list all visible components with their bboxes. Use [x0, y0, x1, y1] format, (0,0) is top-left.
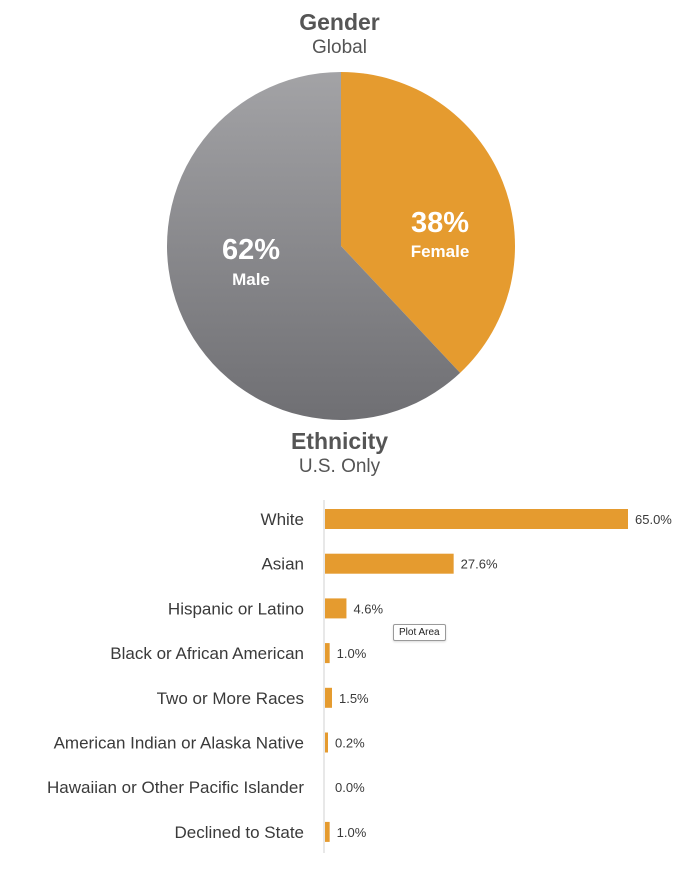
category-label: American Indian or Alaska Native	[54, 734, 304, 753]
category-label: Black or African American	[110, 644, 304, 663]
ethnicity-bar	[325, 732, 328, 753]
gender-chart-title: Gender	[299, 9, 380, 35]
ethnicity-chart-subtitle: U.S. Only	[298, 456, 381, 477]
ethnicity-bar	[325, 643, 330, 664]
category-label: Two or More Races	[157, 689, 304, 708]
ethnicity-bar	[325, 598, 347, 619]
bar-value-label: 1.0%	[337, 825, 367, 840]
bar-value-label: 65.0%	[635, 512, 672, 527]
category-label: White	[261, 510, 304, 529]
category-label: Hawaiian or Other Pacific Islander	[47, 778, 304, 797]
ethnicity-chart-title: Ethnicity	[290, 428, 389, 454]
category-label: Hispanic or Latino	[168, 599, 304, 618]
gender-chart-subtitle: Global	[312, 37, 367, 58]
ethnicity-bar	[325, 821, 330, 842]
ethnicity-bar	[325, 553, 454, 574]
category-label: Asian	[261, 555, 304, 574]
category-label: Declined to State	[175, 823, 304, 842]
gender-pie-chart: 38% Female 62% Male	[166, 72, 515, 420]
male-slice	[166, 72, 461, 420]
plot-area-tooltip: Plot Area	[393, 624, 446, 641]
bar-value-label: 1.5%	[339, 691, 369, 706]
ethnicity-bar	[325, 509, 628, 529]
bar-value-label: 0.0%	[335, 780, 365, 795]
female-slice	[341, 72, 515, 373]
bar-value-label: 27.6%	[461, 557, 498, 572]
female-slice-label: Female	[411, 242, 470, 261]
male-percent-label: 62%	[222, 234, 280, 266]
male-slice-label: Male	[232, 270, 270, 289]
bar-value-label: 4.6%	[353, 601, 383, 616]
bar-value-label: 0.2%	[335, 736, 365, 751]
ethnicity-bar	[325, 687, 332, 708]
bar-value-label: 1.0%	[337, 646, 367, 661]
female-percent-label: 38%	[411, 207, 469, 239]
